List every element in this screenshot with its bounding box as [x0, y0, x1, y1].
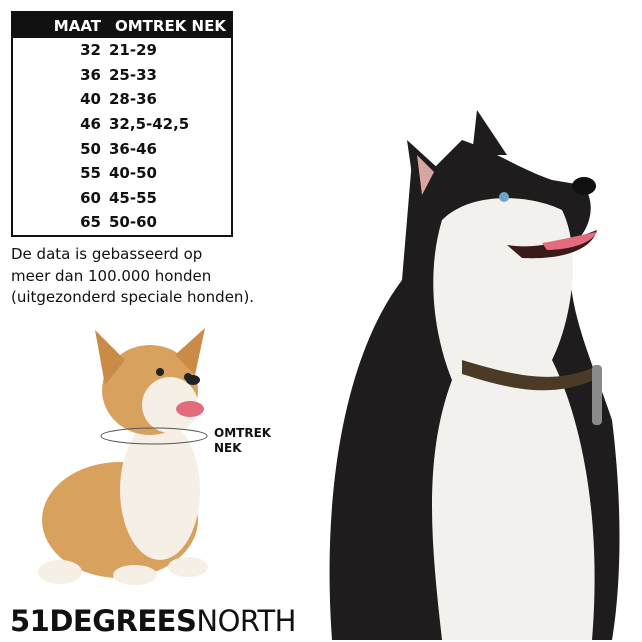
neck-label: OMTREK NEK: [214, 426, 271, 456]
note-line: De data is gebasseerd op: [11, 245, 203, 263]
logo-light: NORTH: [196, 604, 296, 638]
cell-omtrek: 32,5-42,5: [109, 115, 190, 134]
table-body: 32 21-29 36 25-33 40 28-36 46 32,5-42,5 50 36-46 5…: [13, 38, 231, 235]
collar: [462, 360, 594, 391]
size-table: MAAT OMTREK NEK 32 21-29 36 25-33 40 28-36 46 3…: [11, 11, 233, 237]
cell-omtrek: 45-55: [109, 188, 157, 207]
cell-omtrek: 36-46: [109, 139, 157, 158]
cell-maat: 55: [80, 164, 101, 183]
cell-maat: 40: [80, 90, 101, 109]
table-row: 32 21-29: [13, 38, 231, 63]
husky-image: [329, 110, 620, 640]
data-note: De data is gebasseerd op meer dan 100.00…: [11, 244, 254, 309]
brand-logo: 51DEGREESNORTH: [10, 604, 296, 638]
cell-maat: 36: [80, 65, 101, 84]
cell-maat: 32: [80, 41, 101, 60]
cell-omtrek: 40-50: [109, 164, 157, 183]
table-row: 40 28-36: [13, 87, 231, 112]
neck-label-line: OMTREK: [214, 426, 272, 440]
cell-maat: 60: [80, 188, 101, 207]
table-row: 46 32,5-42,5: [13, 112, 231, 137]
cell-maat: 46: [80, 115, 101, 134]
cell-omtrek: 28-36: [109, 90, 157, 109]
header-omtrek-nek: OMTREK NEK: [115, 16, 226, 35]
cell-omtrek: 21-29: [109, 41, 157, 60]
note-line: meer dan 100.000 honden: [11, 266, 212, 285]
table-header: MAAT OMTREK NEK: [13, 13, 231, 38]
table-row: 60 45-55: [13, 186, 231, 211]
leash-clip: [592, 365, 602, 425]
cell-maat: 65: [80, 213, 101, 232]
corgi-image: [38, 328, 208, 585]
cell-omtrek: 50-60: [109, 213, 157, 232]
note-line: (uitgezonderd speciale honden).: [11, 288, 255, 306]
table-row: 65 50-60: [13, 210, 231, 235]
cell-maat: 50: [80, 139, 101, 158]
neck-label-line: NEK: [214, 441, 242, 455]
header-maat: MAAT: [53, 16, 101, 35]
cell-omtrek: 25-33: [109, 65, 157, 84]
neck-circumference-line: [100, 427, 208, 445]
logo-bold: 51DEGREES: [10, 604, 197, 638]
table-row: 36 25-33: [13, 63, 231, 88]
table-row: 55 40-50: [13, 161, 231, 186]
table-row: 50 36-46: [13, 136, 231, 161]
